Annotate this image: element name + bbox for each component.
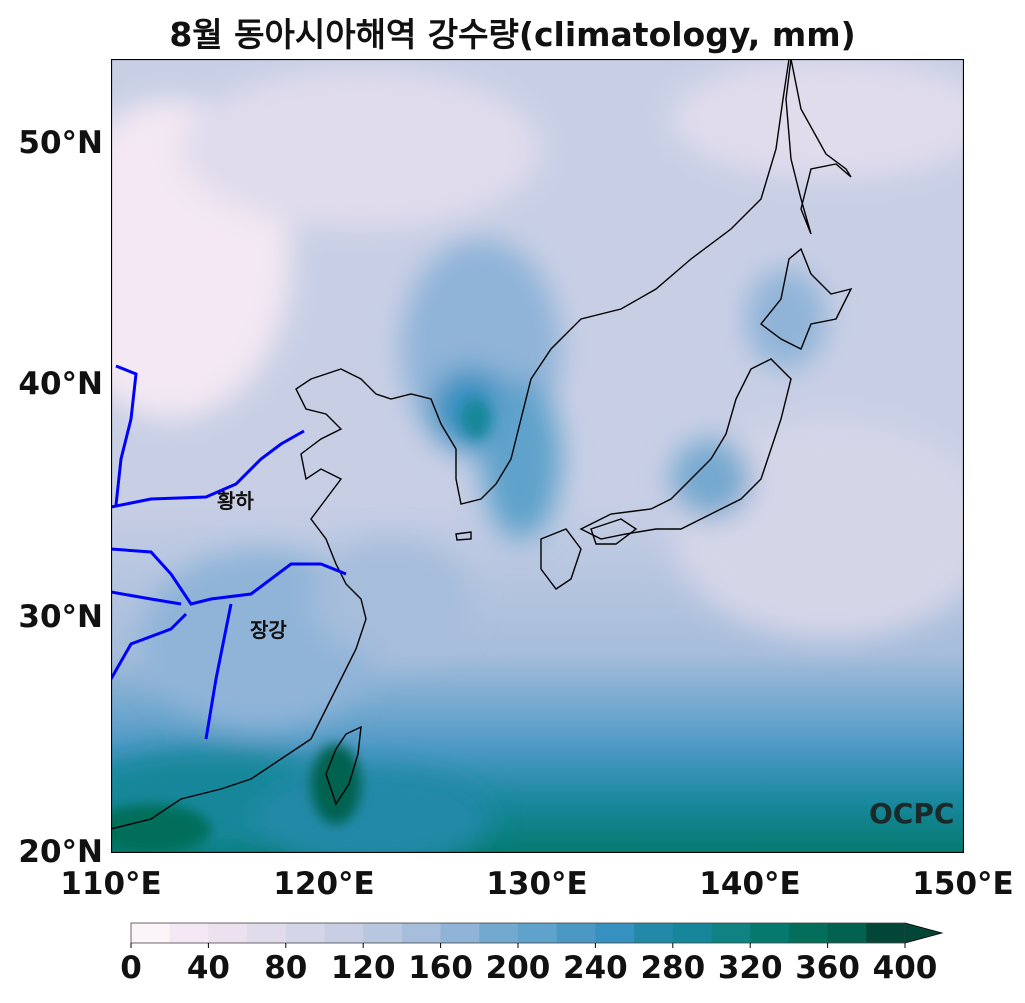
colorbar-bin — [866, 923, 906, 943]
precip-field — [111, 59, 964, 853]
colorbar-bin — [131, 923, 171, 943]
colorbar-bin — [556, 923, 596, 943]
colorbar-bin — [285, 923, 325, 943]
coastlines — [111, 59, 853, 830]
colorbar-tick-label: 400 — [872, 950, 938, 986]
colorbar-tick-label: 240 — [563, 950, 628, 986]
lat-tick-20: 20°N — [18, 834, 103, 870]
yangtze-river-label: 장강 — [250, 618, 287, 642]
colorbar-bin — [401, 923, 442, 943]
river-branch-4 — [114, 364, 138, 506]
lon-tick-140: 140°E — [699, 866, 801, 902]
colorbar — [130, 922, 944, 948]
colorbar-tick-label: 280 — [640, 950, 706, 986]
lat-tick-30: 30°N — [18, 599, 103, 635]
map-title: 8월 동아시아해역 강수량(climatology, mm) — [169, 15, 856, 54]
lon-tick-110: 110°E — [60, 866, 162, 902]
yangtze-river — [111, 547, 347, 606]
colorbar-tick-label: 40 — [186, 950, 230, 986]
colorbar-bin — [324, 923, 364, 943]
river-branch-1 — [111, 590, 182, 606]
colorbar-tick-label: 80 — [264, 950, 308, 986]
coastline-jeju — [455, 531, 472, 541]
coastline-honshu — [579, 358, 792, 540]
colorbar-bin — [711, 923, 751, 943]
map-frame — [111, 59, 964, 853]
rivers — [111, 364, 347, 740]
lon-tick-120: 120°E — [273, 866, 375, 902]
colorbar-bin — [440, 923, 480, 943]
lat-tick-40: 40°N — [18, 366, 103, 402]
lon-tick-150: 150°E — [912, 866, 1014, 902]
colorbar-bin — [479, 923, 519, 943]
colorbar-bin — [672, 923, 712, 943]
precipitation-map: 황하 장강 OCPC — [111, 59, 964, 853]
colorbar-bin — [827, 923, 867, 943]
colorbar-bin — [595, 923, 635, 943]
colorbar-bin — [750, 923, 790, 943]
colorbar-bin — [518, 923, 558, 943]
colorbar-tick-label: 0 — [120, 950, 142, 986]
lon-tick-130: 130°E — [486, 866, 588, 902]
coastline-hokkaido — [760, 247, 853, 350]
coastline-taiwan — [325, 725, 362, 806]
lat-tick-50: 50°N — [18, 125, 103, 161]
colorbar-tick-label: 120 — [330, 950, 396, 986]
colorbar-tick-label: 160 — [408, 950, 473, 986]
coastline-sakhalin — [785, 59, 852, 235]
colorbar-tick-label: 320 — [717, 950, 783, 986]
colorbar-bin — [634, 923, 674, 943]
colorbar-extend-arrow — [904, 922, 944, 944]
yellow-river — [111, 429, 305, 509]
colorbar-tick-label: 200 — [485, 950, 551, 986]
coastline-mainland — [111, 59, 790, 830]
colorbar-bin — [208, 923, 248, 943]
colorbar-bin — [247, 923, 287, 943]
coastline-shikoku — [590, 518, 638, 545]
colorbar-bin — [363, 923, 403, 943]
colorbar-bin — [788, 923, 829, 943]
ocpc-logo: OCPC — [869, 797, 954, 830]
river-branch-3 — [204, 603, 233, 740]
colorbar-bin — [169, 923, 209, 943]
yellow-river-label: 황하 — [217, 489, 254, 513]
colorbar-tick-label: 360 — [795, 950, 860, 986]
coastline-kyushu — [540, 528, 582, 590]
river-branch-2 — [111, 612, 188, 680]
